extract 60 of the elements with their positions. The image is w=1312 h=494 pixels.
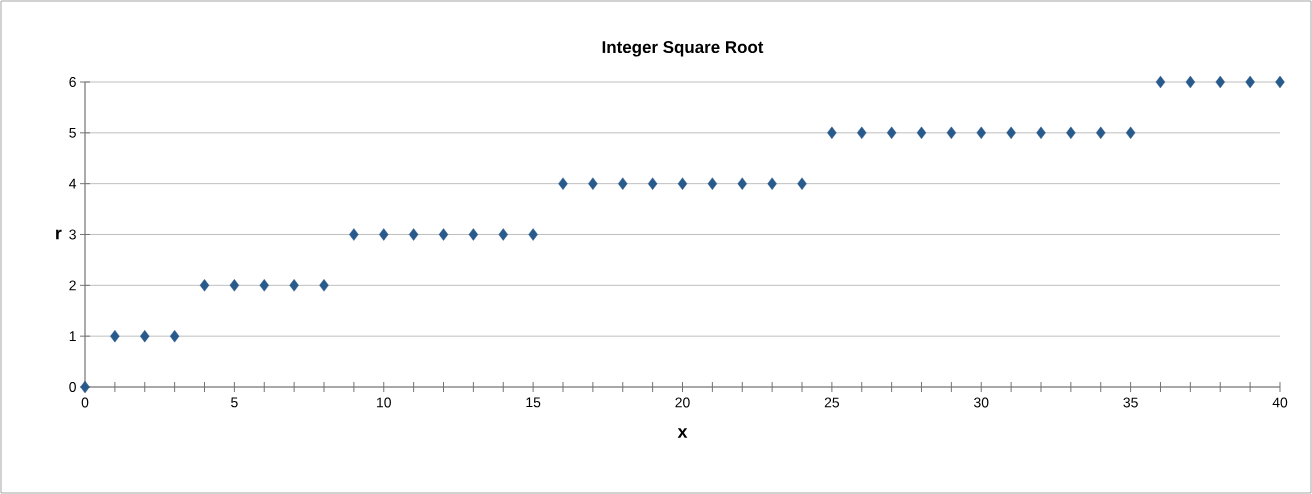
point xyxy=(797,177,807,190)
x-tick-label: 25 xyxy=(824,397,840,408)
point xyxy=(438,228,449,241)
point xyxy=(707,177,718,190)
point xyxy=(558,177,568,190)
x-tick-label: 30 xyxy=(974,397,989,408)
point xyxy=(647,177,658,190)
point xyxy=(229,279,240,292)
y-tick-label: 5 xyxy=(69,127,76,138)
point xyxy=(528,228,538,241)
x-tick-label: 15 xyxy=(526,397,541,408)
point xyxy=(1006,126,1016,140)
point xyxy=(677,177,688,190)
x-tick-label: 5 xyxy=(231,397,238,408)
point xyxy=(737,177,747,190)
point xyxy=(349,228,359,241)
point xyxy=(319,279,329,292)
point xyxy=(289,279,299,292)
point xyxy=(498,228,508,241)
y-axis-title: r xyxy=(56,229,62,240)
x-tick-label: 35 xyxy=(1123,397,1138,408)
y-tick-label: 6 xyxy=(69,77,76,87)
point xyxy=(408,228,419,241)
point xyxy=(80,380,90,394)
point xyxy=(588,177,598,190)
point xyxy=(110,329,120,343)
point xyxy=(857,126,867,140)
point xyxy=(767,177,777,190)
point xyxy=(379,228,389,241)
y-tick-label: 3 xyxy=(69,229,76,240)
point xyxy=(140,329,150,343)
point xyxy=(468,228,479,241)
point xyxy=(1245,75,1255,89)
point xyxy=(1275,75,1285,89)
point xyxy=(1096,126,1106,140)
x-tick-label: 0 xyxy=(81,397,89,408)
x-axis-title: x xyxy=(677,428,688,438)
x-tick-label: 10 xyxy=(377,397,391,408)
point xyxy=(259,279,269,292)
point xyxy=(1185,75,1196,89)
point xyxy=(169,329,180,343)
point xyxy=(827,126,837,140)
chart-title: Integer Square Root xyxy=(602,41,764,57)
point xyxy=(618,177,628,190)
point xyxy=(1215,75,1225,89)
point xyxy=(886,126,897,140)
point xyxy=(916,126,927,140)
point xyxy=(1155,75,1166,89)
point xyxy=(1066,126,1076,140)
point xyxy=(976,126,986,140)
y-tick-label: 2 xyxy=(69,280,76,291)
y-tick-label: 0 xyxy=(69,382,76,392)
point xyxy=(1125,126,1136,140)
x-tick-label: 20 xyxy=(675,397,690,408)
point xyxy=(1036,126,1046,140)
y-tick-label: 4 xyxy=(69,178,77,189)
y-tick-label: 1 xyxy=(69,331,76,341)
point xyxy=(946,126,957,140)
x-tick-label: 40 xyxy=(1272,397,1288,408)
point xyxy=(199,279,210,292)
